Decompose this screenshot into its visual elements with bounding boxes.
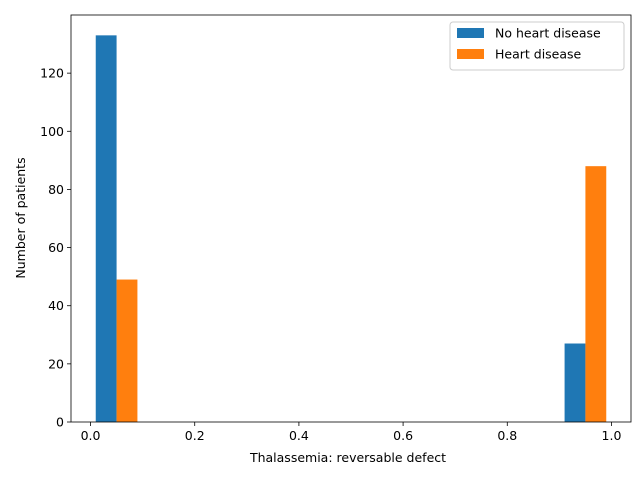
- bar-heart-disease-0: [116, 279, 138, 422]
- y-axis-label: Number of patients: [13, 157, 28, 278]
- x-tick-label: 0.8: [497, 428, 517, 443]
- x-axis-ticks: 0.0 0.2 0.4 0.6 0.8 1.0: [81, 422, 622, 443]
- plot-background: [71, 15, 631, 422]
- legend-label-heart-disease: Heart disease: [495, 47, 582, 62]
- x-axis-label: Thalassemia: reversable defect: [249, 450, 446, 465]
- x-tick-label: 0.4: [289, 428, 309, 443]
- y-tick-label: 40: [48, 298, 64, 313]
- y-tick-label: 20: [48, 356, 64, 371]
- legend-swatch-heart-disease: [457, 49, 484, 59]
- y-tick-label: 120: [40, 66, 64, 81]
- bar-no-heart-disease-0: [95, 35, 117, 422]
- x-tick-label: 0.6: [393, 428, 413, 443]
- y-tick-label: 60: [48, 240, 64, 255]
- plot-frame: [70, 14, 632, 423]
- y-axis-ticks: 0 20 40 60 80 100 120: [40, 66, 71, 430]
- legend-box: [449, 21, 625, 71]
- legend-swatch-no-heart-disease: [457, 28, 484, 38]
- bar-no-heart-disease-1: [564, 343, 586, 422]
- y-tick-label: 100: [40, 124, 64, 139]
- legend-label-no-heart-disease: No heart disease: [495, 26, 601, 41]
- y-tick-label: 80: [48, 182, 64, 197]
- x-tick-label: 1.0: [602, 428, 622, 443]
- y-tick-label: 0: [56, 415, 64, 430]
- bar-heart-disease-1: [585, 166, 607, 422]
- legend: No heart disease Heart disease: [449, 21, 625, 71]
- x-tick-label: 0.2: [185, 428, 205, 443]
- bars-layer: [95, 35, 607, 422]
- x-tick-label: 0.0: [81, 428, 101, 443]
